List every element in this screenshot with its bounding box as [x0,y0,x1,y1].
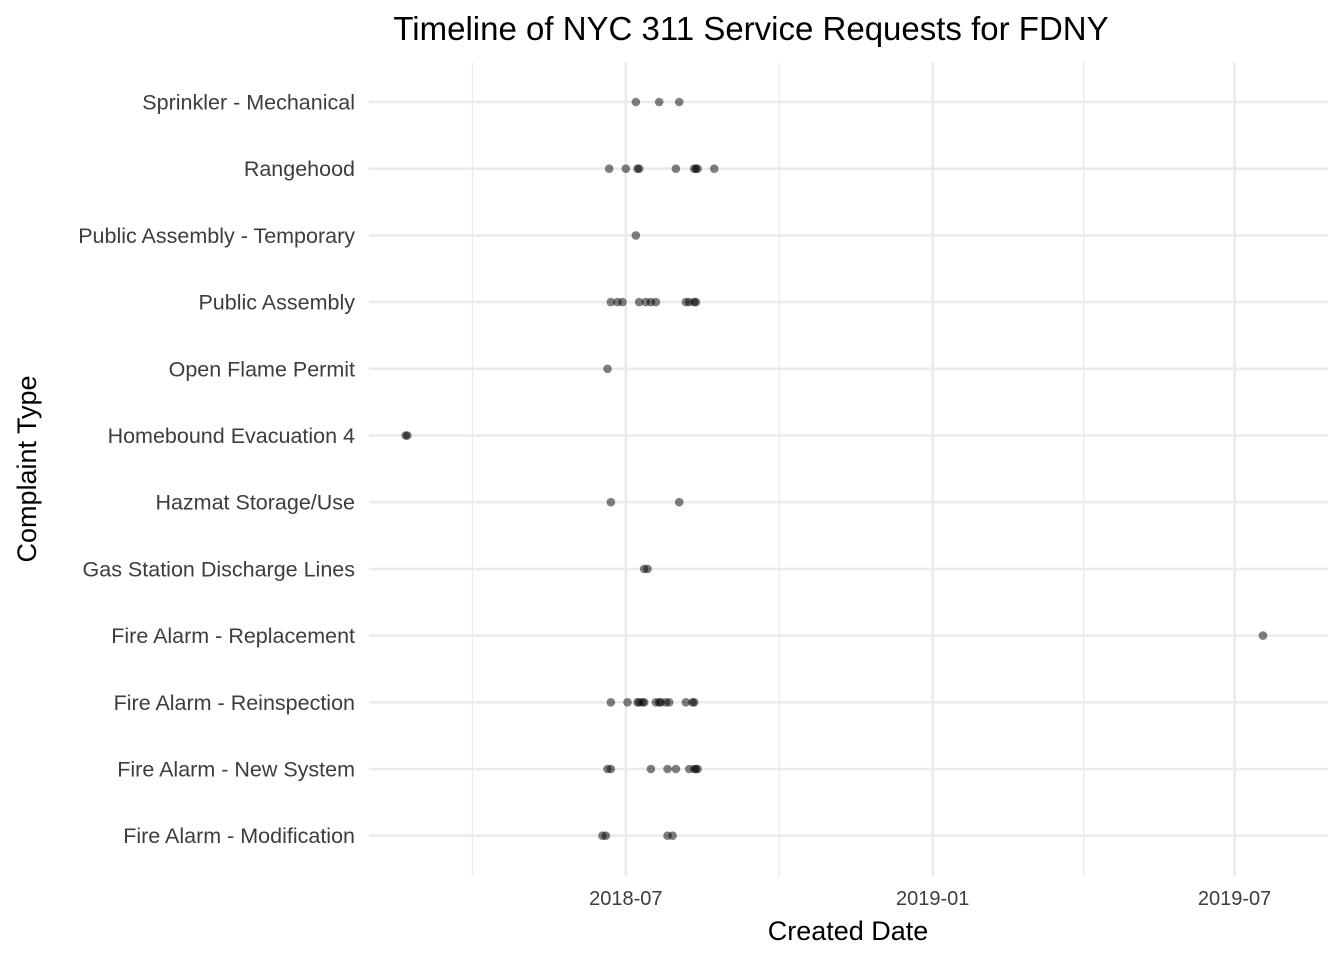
data-point [634,164,644,173]
data-point [674,497,684,507]
data-point [663,764,672,774]
data-point [664,698,674,707]
data-point [639,698,649,707]
y-category-label: Public Assembly - Temporary [78,224,355,248]
x-tick-label: 2019-01 [896,888,969,910]
data-point [646,764,656,774]
data-point [643,564,652,574]
y-category-label: Hazmat Storage/Use [155,491,355,515]
x-tick-label: 2018-07 [589,888,662,910]
data-point [671,764,681,774]
data-point [618,297,627,307]
x-tick-label: 2019-07 [1198,888,1271,910]
data-point [631,97,641,107]
data-point [623,698,632,707]
data-point [606,297,616,307]
data-point [606,764,616,774]
data-point [693,764,702,774]
data-point [668,831,677,840]
data-point [403,431,412,440]
y-category-label: Sprinkler - Mechanical [142,91,355,115]
x-axis-tick-labels: 2018-07 2019-01 2019-07 [589,888,1271,910]
data-point [691,297,701,307]
y-category-label: Public Assembly [198,291,355,315]
data-point [604,164,614,173]
data-point [634,297,644,307]
y-axis-category-labels: Fire Alarm - Modification Fire Alarm - Ne… [78,91,355,849]
y-category-label: Fire Alarm - New System [117,758,355,782]
data-point [621,164,631,173]
data-point [601,831,611,840]
data-point [1258,631,1268,640]
y-category-label: Fire Alarm - Modification [123,824,355,848]
data-point [693,164,702,173]
y-category-label: Rangehood [244,157,355,181]
data-point [603,364,612,374]
y-category-label: Fire Alarm - Reinspection [114,691,355,715]
data-point [606,698,616,707]
chart-title: Timeline of NYC 311 Service Requests for… [393,10,1108,47]
y-category-label: Homebound Evacuation 4 [108,424,355,448]
data-point [606,497,616,507]
data-point [671,164,681,173]
gridlines [369,62,1328,876]
data-point [631,231,641,240]
data-point [689,698,699,707]
y-category-label: Open Flame Permit [169,357,355,381]
data-point [674,97,684,107]
data-point [681,698,691,707]
data-point [709,164,719,173]
data-points [401,97,1268,840]
y-axis-title: Complaint Type [12,375,42,562]
x-axis-title: Created Date [768,916,929,946]
data-point [651,297,661,307]
y-category-label: Fire Alarm - Replacement [111,624,355,648]
y-category-label: Gas Station Discharge Lines [83,557,355,581]
data-point [654,97,664,107]
